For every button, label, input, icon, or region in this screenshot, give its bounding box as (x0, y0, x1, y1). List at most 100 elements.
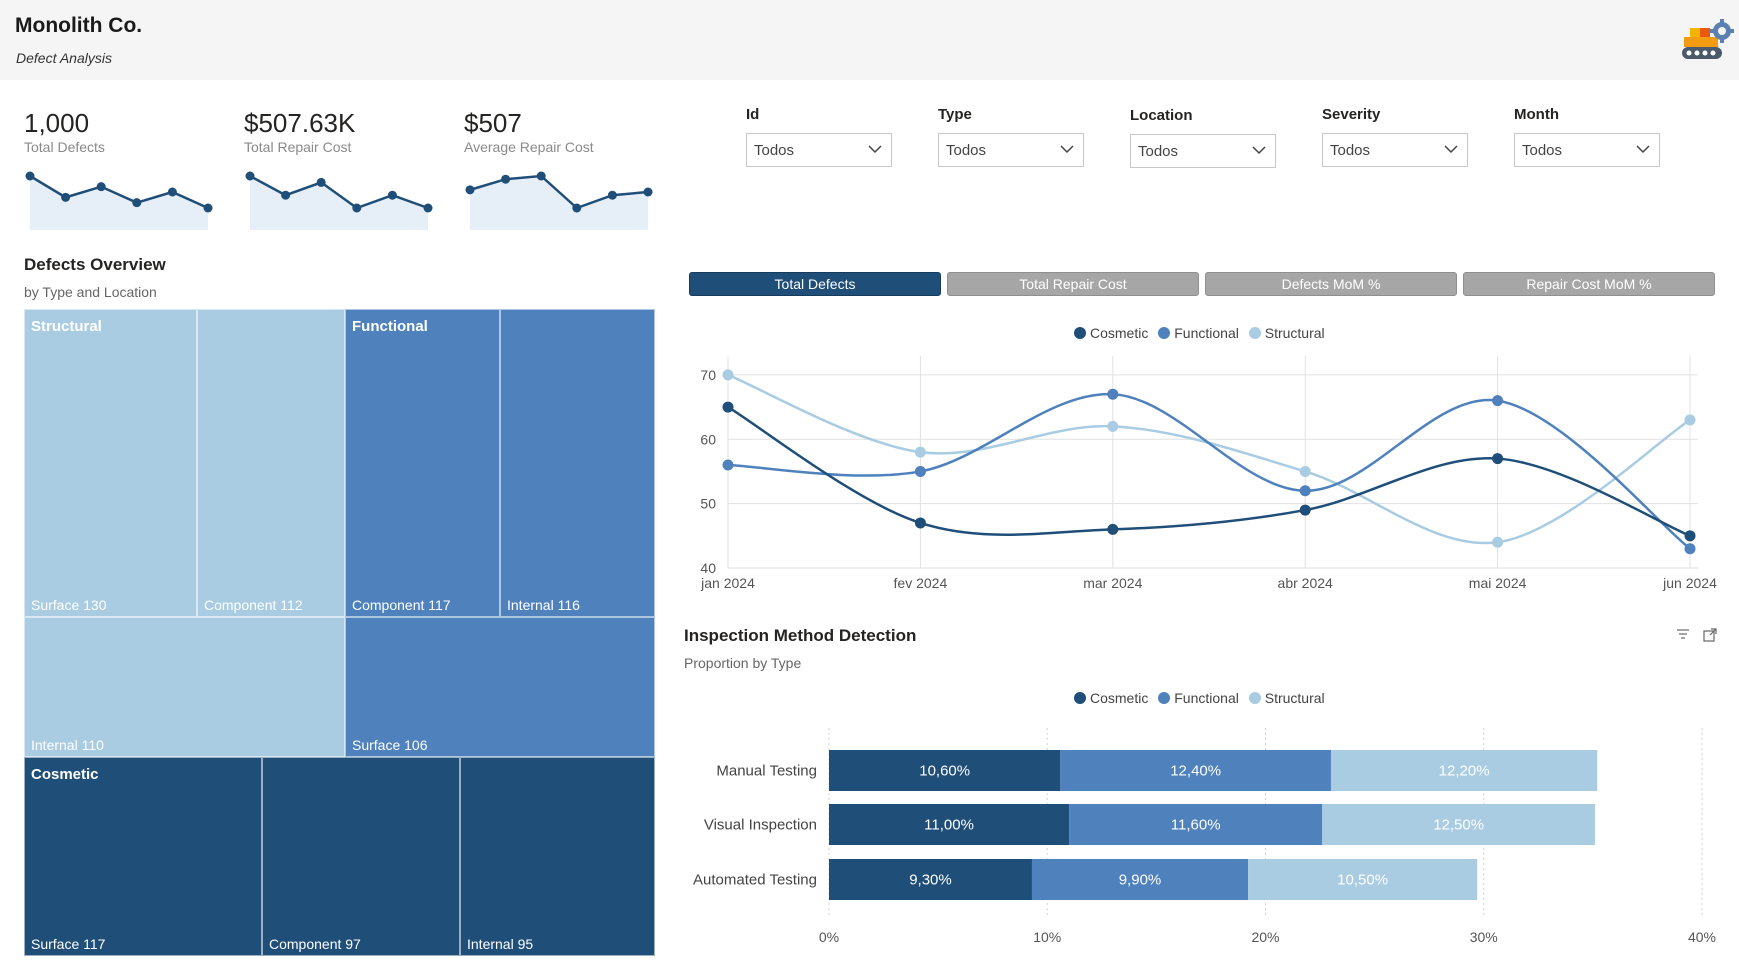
x-tick-label: 20% (1251, 929, 1279, 945)
legend-item-structural[interactable]: Structural (1248, 690, 1325, 706)
legend-marker (1074, 692, 1086, 704)
chevron-down-icon (1252, 146, 1266, 155)
treemap-cell-cosmetic-surface[interactable]: Cosmetic Surface 117 (24, 757, 262, 956)
slicer-severity: Severity Todos (1322, 106, 1468, 167)
bar-data-label: 11,60% (1171, 817, 1221, 834)
category-label: Manual Testing (716, 763, 817, 780)
tab-total-repair-cost[interactable]: Total Repair Cost (947, 272, 1199, 296)
treemap-cell-label: Surface 117 (31, 936, 106, 952)
sparkline-point (203, 203, 213, 213)
bar-segment-cosmetic[interactable] (829, 750, 1061, 791)
data-point-functional[interactable] (1684, 543, 1696, 555)
treemap-cell-functional-surface[interactable]: Surface 106 (345, 617, 655, 757)
slicer-id-dropdown[interactable]: Todos (746, 133, 892, 167)
data-point-structural[interactable] (1107, 420, 1119, 432)
treemap-cell-label: Surface 106 (352, 737, 428, 753)
line-chart-legend: Cosmetic Functional Structural (1074, 325, 1331, 341)
sparkline-point (352, 203, 362, 213)
data-point-structural[interactable] (1492, 536, 1504, 548)
treemap-cell-label: Component 117 (352, 597, 451, 613)
x-tick-label: jun 2024 (1662, 575, 1717, 591)
slicer-value: Todos (1330, 142, 1371, 159)
chevron-down-icon (868, 145, 882, 154)
data-point-structural[interactable] (1684, 414, 1696, 426)
category-label: Automated Testing (693, 872, 817, 889)
bar-segment-structural[interactable] (1322, 804, 1596, 845)
sparkline-area (470, 176, 648, 230)
tab-defects-mom[interactable]: Defects MoM % (1205, 272, 1457, 296)
data-point-cosmetic[interactable] (1299, 504, 1311, 516)
bar-segment-functional[interactable] (1060, 750, 1331, 791)
slicer-label: Location (1130, 107, 1193, 124)
legend-item-cosmetic[interactable]: Cosmetic (1074, 325, 1148, 341)
slicer-label: Month (1514, 106, 1559, 123)
data-point-functional[interactable] (722, 459, 734, 471)
slicer-severity-dropdown[interactable]: Todos (1322, 133, 1468, 167)
x-tick-label: abr 2024 (1278, 575, 1333, 591)
data-point-functional[interactable] (914, 465, 926, 477)
treemap-cell-functional-component[interactable]: Functional Component 117 (345, 309, 500, 617)
filter-icon[interactable] (1675, 627, 1691, 641)
sparkline-point (25, 171, 35, 181)
bar-chart-legend: Cosmetic Functional Structural (1074, 690, 1331, 706)
data-point-structural[interactable] (722, 369, 734, 381)
defects-overview-title: Defects Overview (24, 255, 166, 274)
bar-segment-structural[interactable] (1330, 750, 1598, 791)
treemap-cell-functional-internal[interactable]: Internal 116 (500, 309, 655, 617)
legend-item-functional[interactable]: Functional (1158, 690, 1239, 706)
report-subtitle: Defect Analysis (16, 50, 112, 66)
tab-repair-cost-mom[interactable]: Repair Cost MoM % (1463, 272, 1715, 296)
kpi-label: Average Repair Cost (464, 139, 594, 155)
y-tick-label: 50 (700, 496, 716, 512)
focus-mode-icon[interactable] (1702, 627, 1718, 643)
treemap-cell-structural-surface[interactable]: Structural Surface 130 (24, 309, 197, 617)
bar-data-label: 10,60% (919, 763, 970, 780)
slicer-value: Todos (1138, 143, 1179, 160)
treemap-cell-cosmetic-component[interactable]: Component 97 (262, 757, 460, 956)
x-tick-label: 0% (819, 929, 839, 945)
sparkline-point (643, 187, 653, 197)
bar-segment-structural[interactable] (1248, 859, 1478, 900)
legend-label: Functional (1174, 325, 1239, 341)
chevron-down-icon (1060, 145, 1074, 154)
defects-treemap: Structural Surface 130 Component 112 Int… (24, 309, 655, 956)
data-point-functional[interactable] (1492, 395, 1504, 407)
data-point-cosmetic[interactable] (1107, 523, 1119, 535)
y-tick-label: 40 (700, 560, 716, 576)
data-point-structural[interactable] (1299, 465, 1311, 477)
slicer-month-dropdown[interactable]: Todos (1514, 133, 1660, 167)
data-point-functional[interactable] (1107, 388, 1119, 400)
treemap-cell-structural-component[interactable]: Component 112 (197, 309, 345, 617)
tab-total-defects[interactable]: Total Defects (689, 272, 941, 296)
legend-marker (1248, 327, 1261, 339)
data-point-structural[interactable] (914, 446, 926, 458)
treemap-cell-cosmetic-internal[interactable]: Internal 95 (460, 757, 655, 956)
treemap-group-label: Functional (352, 318, 428, 335)
x-tick-label: 30% (1470, 929, 1498, 945)
bar-segment-cosmetic[interactable] (829, 804, 1070, 845)
slicer-type-dropdown[interactable]: Todos (938, 133, 1084, 167)
data-point-functional[interactable] (1299, 485, 1311, 497)
data-point-cosmetic[interactable] (1492, 453, 1504, 465)
bar-segment-functional[interactable] (1031, 859, 1249, 900)
slicer-location: Location Todos (1130, 107, 1276, 168)
bar-segment-cosmetic[interactable] (829, 859, 1032, 900)
legend-item-structural[interactable]: Structural (1248, 325, 1325, 341)
treemap-cell-label: Internal 95 (467, 936, 534, 952)
header-bar (0, 0, 1739, 80)
slicer-label: Severity (1322, 106, 1381, 123)
slicer-label: Type (938, 106, 972, 123)
slicer-value: Todos (946, 142, 987, 159)
legend-item-cosmetic[interactable]: Cosmetic (1074, 690, 1148, 706)
bar-data-label: 12,20% (1439, 763, 1490, 780)
treemap-cell-structural-internal[interactable]: Internal 110 (24, 617, 345, 757)
bar-segment-functional[interactable] (1069, 804, 1323, 845)
legend-item-functional[interactable]: Functional (1158, 325, 1239, 341)
data-point-cosmetic[interactable] (1684, 530, 1696, 542)
treemap-group-label: Cosmetic (31, 766, 99, 783)
bar-data-label: 10,50% (1337, 872, 1388, 889)
data-point-cosmetic[interactable] (722, 401, 734, 413)
sparkline-point (61, 192, 71, 202)
data-point-cosmetic[interactable] (914, 517, 926, 529)
slicer-location-dropdown[interactable]: Todos (1130, 134, 1276, 168)
